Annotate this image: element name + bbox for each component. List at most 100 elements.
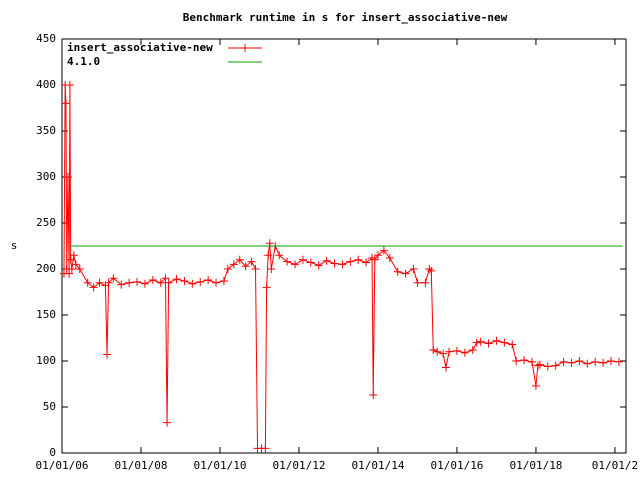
point-marker [583, 359, 592, 368]
point-marker [261, 444, 270, 453]
point-marker [264, 251, 273, 260]
point-marker [370, 255, 379, 264]
point-marker [445, 347, 454, 356]
point-marker [69, 251, 78, 260]
point-marker [460, 348, 469, 357]
point-marker [71, 260, 80, 269]
legend-label: 4.1.0 [67, 55, 100, 68]
point-marker [140, 279, 149, 288]
point-marker [229, 260, 238, 269]
point-marker [433, 347, 442, 356]
point-marker [188, 279, 197, 288]
point-marker [441, 363, 450, 372]
point-marker [531, 381, 540, 390]
point-marker [508, 340, 517, 349]
point-marker [163, 418, 172, 427]
point-marker [298, 255, 307, 264]
point-marker [551, 361, 560, 370]
point-marker [492, 336, 501, 345]
point-marker [500, 338, 509, 347]
x-tick-label: 01/01/08 [114, 459, 167, 472]
x-tick-label: 01/01/18 [509, 459, 562, 472]
point-marker [346, 257, 355, 266]
point-marker [204, 276, 213, 285]
point-marker [75, 265, 84, 273]
point-marker [520, 356, 529, 365]
point-marker [172, 275, 181, 284]
plot-border [61, 38, 627, 454]
point-marker [330, 259, 339, 268]
point-marker [247, 257, 256, 266]
point-marker [161, 274, 170, 283]
point-marker [535, 360, 544, 369]
point-marker [65, 81, 74, 89]
x-tick-label: 01/01/14 [351, 459, 404, 472]
point-marker [484, 339, 493, 348]
y-tick-label: 100 [36, 354, 56, 367]
y-tick-label: 50 [43, 400, 56, 413]
x-tick-label: 01/01/16 [430, 459, 483, 472]
point-marker [180, 276, 189, 285]
point-marker [354, 255, 363, 264]
point-marker [427, 266, 436, 275]
point-marker [133, 277, 142, 286]
point-marker [83, 278, 92, 287]
point-marker [614, 357, 623, 366]
point-marker [103, 350, 112, 359]
point-marker [235, 255, 244, 264]
point-marker [429, 345, 438, 354]
y-tick-label: 250 [36, 216, 56, 229]
point-marker [379, 246, 388, 255]
point-marker [212, 278, 221, 287]
legend-marker [241, 44, 249, 52]
x-tick-label: 01/01/2 [592, 459, 638, 472]
point-marker [468, 345, 477, 354]
point-marker [401, 269, 410, 278]
point-marker [338, 260, 347, 269]
point-marker [599, 358, 608, 367]
point-marker [95, 278, 104, 287]
point-marker [262, 283, 271, 292]
point-marker [125, 278, 134, 287]
point-marker [283, 257, 292, 266]
legend-label: insert_associative-new [67, 41, 213, 54]
x-tick-label: 01/01/06 [36, 459, 89, 472]
point-marker [369, 391, 378, 400]
point-marker [409, 265, 418, 273]
point-marker [476, 337, 485, 346]
point-marker [275, 251, 284, 260]
point-marker [65, 269, 74, 278]
point-marker [413, 278, 422, 287]
y-tick-label: 150 [36, 308, 56, 321]
point-marker [575, 357, 584, 365]
point-marker [61, 99, 70, 108]
point-marker [219, 276, 228, 285]
y-axis-label: s [11, 239, 18, 252]
point-marker [472, 338, 481, 347]
point-marker [452, 346, 461, 355]
point-marker [533, 361, 542, 370]
point-marker [591, 357, 600, 366]
point-marker [109, 274, 118, 283]
point-marker [67, 265, 76, 273]
point-marker [117, 280, 126, 289]
point-marker [66, 255, 75, 264]
point-marker [567, 358, 576, 367]
y-tick-label: 0 [49, 446, 56, 459]
point-marker [156, 278, 165, 287]
x-tick-label: 01/01/12 [272, 459, 325, 472]
y-tick-label: 400 [36, 78, 56, 91]
point-marker [223, 265, 232, 273]
point-marker [89, 283, 98, 292]
point-marker [241, 262, 250, 271]
point-marker [421, 278, 430, 287]
point-marker [322, 256, 331, 265]
point-marker [559, 357, 568, 366]
chart-title: Benchmark runtime in s for insert_associ… [183, 11, 508, 24]
point-marker [439, 349, 448, 358]
point-marker [425, 265, 434, 273]
point-marker [373, 251, 382, 260]
point-marker [63, 173, 72, 181]
point-marker [362, 258, 371, 267]
